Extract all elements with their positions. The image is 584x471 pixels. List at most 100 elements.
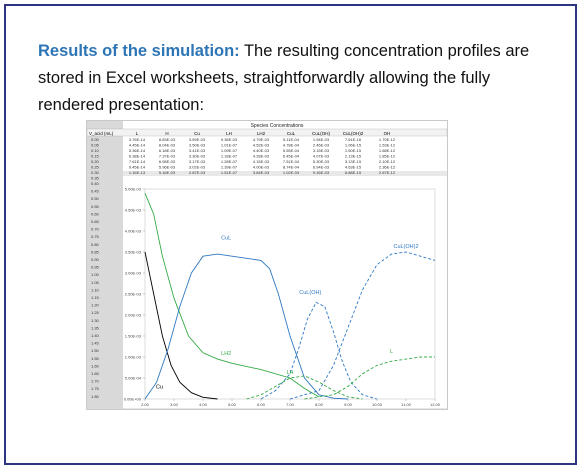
table-cell: 9.45E-14 (129, 165, 146, 170)
table-cell: 0.30 (91, 170, 100, 175)
column-header: V_acid (mL) (89, 131, 114, 136)
table-cell: 3.02E-03 (189, 165, 206, 170)
series-label: LH2 (221, 351, 231, 357)
row-label: 1.25 (91, 310, 100, 315)
y-tick-label: 4.00E-03 (125, 229, 142, 234)
row-label: 1.50 (91, 348, 100, 353)
slide-caption: Results of the simulation: The resulting… (38, 38, 558, 119)
table-cell: 7.61E-14 (129, 159, 146, 164)
y-tick-label: 3.50E-03 (125, 250, 142, 255)
table-cell: 4.52E-03 (253, 143, 270, 148)
table-cell: 2.46E-03 (313, 143, 330, 148)
x-tick-label: 8.00 (315, 402, 324, 407)
series-label: L (390, 349, 393, 355)
table-cell: 1.50E-15 (345, 148, 362, 153)
table-cell: 4.79E-03 (253, 137, 270, 142)
x-tick-label: 7.00 (286, 402, 295, 407)
table-cell: 0.25 (91, 165, 100, 170)
x-tick-label: 3.00 (170, 402, 179, 407)
table-cell: 1.51E-07 (221, 170, 238, 175)
column-header: CuL(OH) (312, 131, 331, 136)
table-cell: 8.04E-03 (159, 143, 176, 148)
row-label: 0.60 (91, 211, 100, 216)
table-cell: 1.02E-03 (283, 170, 300, 175)
table-cell: 1.09E-07 (221, 148, 238, 153)
column-header: LH2 (257, 131, 266, 136)
caption-highlight: Results of the simulation: (38, 42, 240, 60)
row-label: 1.20 (91, 303, 100, 308)
series-line-cu (144, 251, 218, 400)
x-tick-label: 9.00 (344, 402, 353, 407)
table-cell: 1.85E-12 (379, 154, 396, 159)
table-cell: 7.51E-04 (283, 159, 300, 164)
table-cell: 5.55E-04 (283, 148, 300, 153)
x-tick-label: 2.00 (141, 402, 150, 407)
column-header: CuL(OH)2 (343, 131, 364, 136)
table-cell: 0.35 (91, 176, 100, 181)
row-label: 0.55 (91, 204, 100, 209)
series-label: CuL (221, 235, 231, 241)
table-cell: 3.13E-15 (345, 159, 362, 164)
table-cell: 8.83E-03 (159, 137, 176, 142)
table-cell: 1.70E-12 (379, 137, 396, 142)
y-tick-label: 2.00E-03 (125, 313, 142, 318)
table-cell: 9.16E-03 (313, 170, 330, 175)
table-cell: 3.17E-03 (189, 159, 206, 164)
row-label: 1.65 (91, 371, 100, 376)
table-cell: 4.07E-03 (313, 154, 330, 159)
content-frame (4, 4, 577, 465)
table-cell: 2.13E-15 (345, 154, 362, 159)
x-tick-label: 5.00 (228, 402, 237, 407)
table-cell: 3.50E-03 (189, 143, 206, 148)
table-cell: 5.36E-14 (129, 148, 146, 153)
table-group-header: Species Concentrations (251, 123, 304, 129)
table-cell: 1.94E-03 (313, 137, 330, 142)
x-tick-label: 4.00 (199, 402, 208, 407)
table-cell: 3.59E-03 (189, 137, 206, 142)
series-line-l (304, 356, 435, 400)
table-cell: 1.16E-13 (129, 170, 146, 175)
series-line-cul-oh- (260, 301, 378, 400)
table-cell: 1.68E-12 (379, 148, 396, 153)
table-cell: 2.67E-12 (379, 170, 396, 175)
row-label: 1.60 (91, 363, 100, 368)
table-cell: 0.05 (91, 143, 100, 148)
row-label: 0.40 (91, 181, 100, 186)
y-tick-label: 4.50E-03 (125, 208, 142, 213)
table-cell: 4.15E-03 (253, 159, 270, 164)
column-header: L (136, 131, 139, 136)
series-label: CuL(OH) (299, 290, 321, 296)
table-cell: 1.01E-07 (221, 143, 238, 148)
row-label: 0.95 (91, 265, 100, 270)
row-label: 0.75 (91, 234, 100, 239)
row-label: 0.65 (91, 219, 100, 224)
y-tick-label: 1.50E-03 (125, 334, 142, 339)
row-header-column (87, 121, 123, 409)
table-cell: 5.30E-03 (313, 159, 330, 164)
x-tick-label: 11.00 (401, 402, 411, 407)
table-cell: 6.88E-15 (345, 170, 362, 175)
row-label: 1.00 (91, 272, 100, 277)
excel-worksheet[interactable]: Species Concentrations V_acid (mL) L H Cu LH L… (86, 120, 448, 410)
x-tick-label: 12.00 (430, 402, 441, 407)
table-header-row (87, 128, 447, 137)
y-tick-label: 0.00E+00 (124, 397, 142, 402)
row-label: 1.05 (91, 280, 100, 285)
series-line-lh (246, 375, 363, 400)
table-cell: 3.84E-03 (253, 170, 270, 175)
row-label: 1.45 (91, 341, 100, 346)
table-cell: 6.38E-14 (129, 154, 146, 159)
table-cell: 4.28E-03 (253, 154, 270, 159)
table-cell: 3.76E-14 (129, 137, 146, 142)
column-header: OH (384, 131, 391, 136)
row-label: 1.35 (91, 325, 100, 330)
caption-body: The resulting concentration profiles are… (38, 42, 530, 114)
table-cell: 8.74E-04 (283, 165, 300, 170)
table-cell: 0.15 (91, 154, 100, 159)
table-cell: 0.00 (91, 137, 100, 142)
plot-area (144, 188, 436, 400)
table-cell: 4.63E-15 (345, 165, 362, 170)
row-label: 1.55 (91, 356, 100, 361)
y-tick-label: 1.00E-03 (125, 355, 142, 360)
